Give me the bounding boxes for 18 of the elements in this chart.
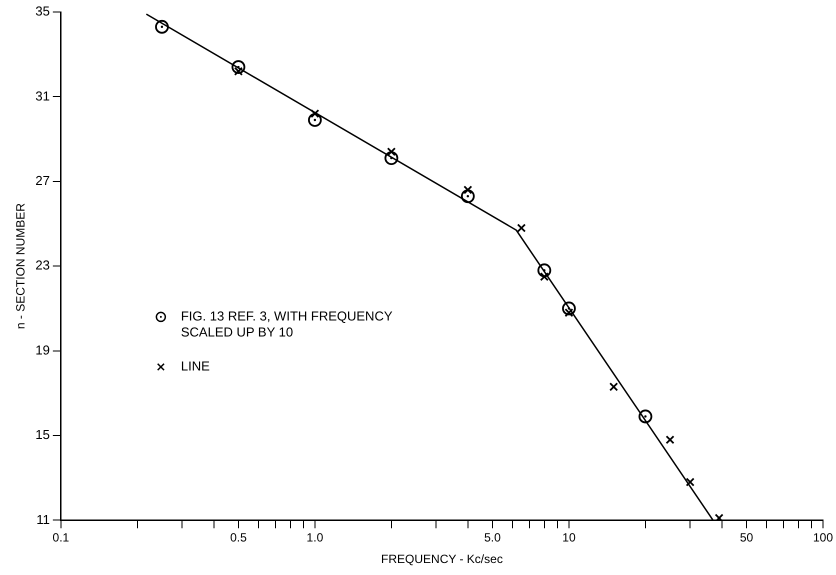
y-axis-title: n - SECTION NUMBER bbox=[14, 202, 28, 330]
x-tick-label: 50 bbox=[740, 530, 754, 545]
legend-label: LINE bbox=[180, 358, 210, 374]
y-tick-label: 31 bbox=[35, 88, 50, 104]
legend-label: FIG. 13 REF. 3, WITH FREQUENCY SCALED UP BY 10 bbox=[180, 308, 393, 340]
y-tick-label: 11 bbox=[36, 512, 50, 527]
y-tick-label: 27 bbox=[35, 172, 50, 188]
x-tick-label: 100 bbox=[812, 530, 834, 545]
x-axis-title: FREQUENCY - Kc/sec bbox=[381, 552, 503, 566]
y-tick-label: 23 bbox=[35, 258, 50, 273]
x-tick-label: 0.5 bbox=[230, 530, 248, 545]
x-tick-label: 5.0 bbox=[484, 530, 502, 545]
y-tick-label: 35 bbox=[35, 4, 50, 19]
x-tick-label: 1.0 bbox=[306, 530, 324, 545]
y-tick-label: 19 bbox=[35, 342, 50, 358]
x-tick-label: 0.1 bbox=[52, 530, 70, 545]
y-tick-label: 15 bbox=[35, 427, 50, 442]
x-tick-label: 10 bbox=[562, 530, 576, 545]
